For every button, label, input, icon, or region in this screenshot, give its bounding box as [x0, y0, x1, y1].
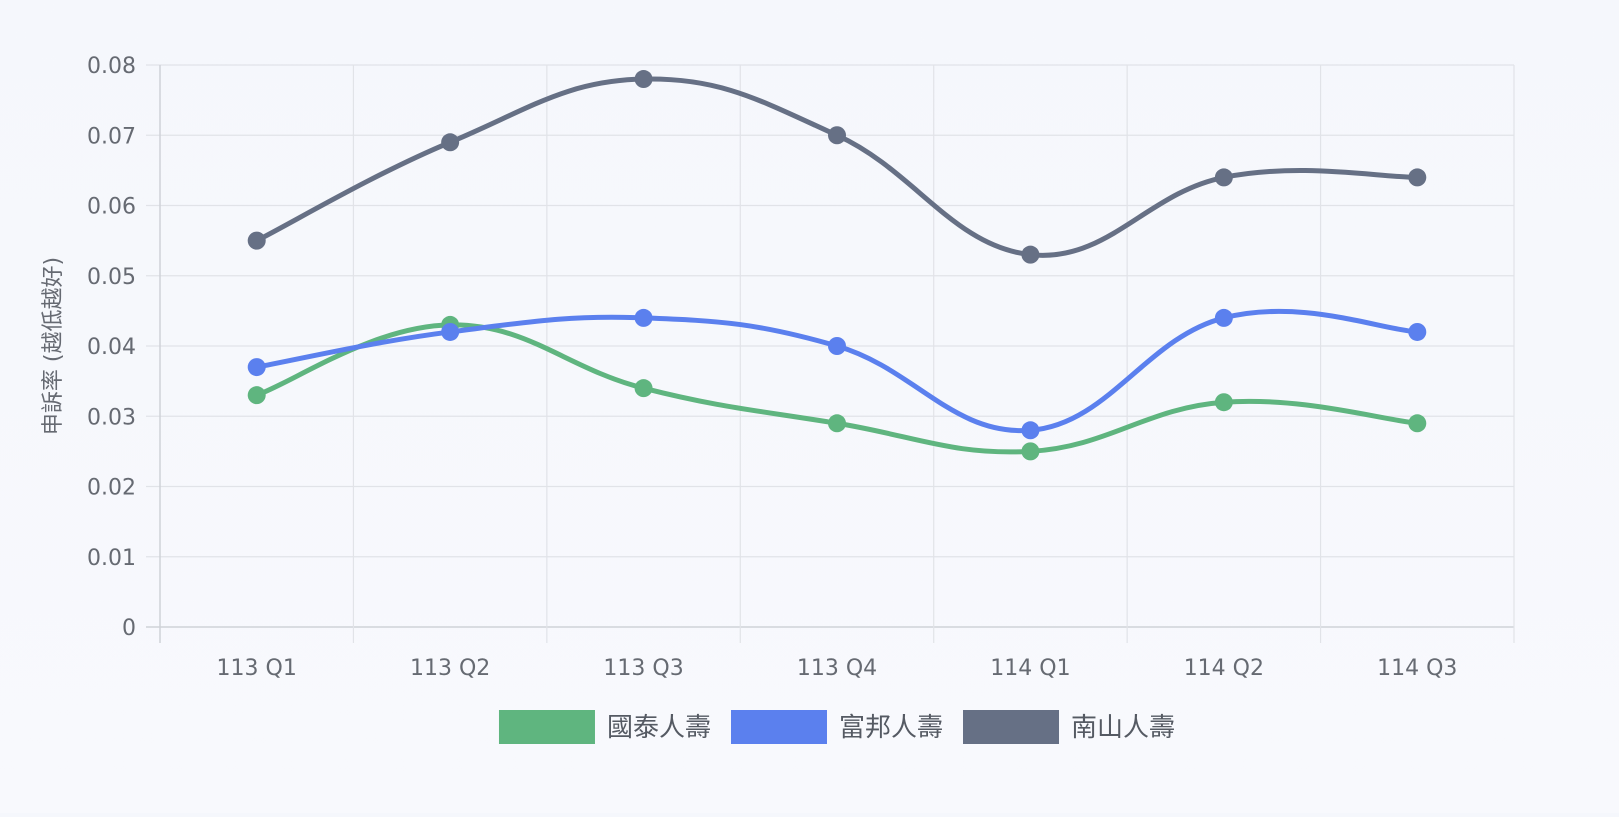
- legend-label: 國泰人壽: [607, 713, 711, 743]
- x-tick-label: 113 Q1: [217, 656, 297, 681]
- data-point[interactable]: [441, 322, 460, 341]
- y-tick-label: 0.06: [87, 195, 136, 220]
- data-point[interactable]: [1214, 168, 1233, 187]
- grid-layer: [146, 64, 1515, 643]
- legend-item[interactable]: 富邦人壽: [730, 710, 943, 744]
- data-point[interactable]: [441, 133, 460, 152]
- x-tick-label: 113 Q2: [410, 656, 490, 681]
- legend-swatch: [730, 710, 827, 744]
- data-point[interactable]: [1021, 442, 1040, 461]
- legend-swatch: [963, 710, 1060, 744]
- y-tick-label: 0.04: [87, 335, 136, 360]
- data-point[interactable]: [828, 337, 846, 355]
- series-layer: [247, 70, 1427, 461]
- series-2: [247, 308, 1427, 440]
- data-point[interactable]: [828, 126, 846, 145]
- data-point[interactable]: [247, 231, 266, 250]
- y-tick-label: 0.01: [87, 546, 136, 571]
- series-3: [247, 70, 1427, 264]
- y-tick-label: 0.03: [87, 405, 136, 430]
- y-tick-label: 0.02: [87, 476, 136, 501]
- x-tick-label: 114 Q1: [990, 656, 1070, 681]
- legend: 國泰人壽 富邦人壽 南山人壽: [498, 710, 1175, 744]
- legend-label: 南山人壽: [1071, 713, 1175, 743]
- legend-item[interactable]: 國泰人壽: [498, 710, 711, 744]
- data-point[interactable]: [247, 386, 266, 405]
- x-tick-label: 114 Q3: [1377, 656, 1457, 681]
- x-tick-label: 113 Q3: [603, 656, 683, 681]
- legend-item[interactable]: 南山人壽: [963, 710, 1175, 744]
- data-point[interactable]: [634, 308, 653, 327]
- legend-label: 富邦人壽: [839, 713, 943, 743]
- y-tick-label: 0.08: [87, 54, 136, 79]
- series-line: [254, 308, 1420, 434]
- data-point[interactable]: [634, 70, 653, 89]
- legend-swatch: [498, 710, 595, 744]
- data-point[interactable]: [1021, 421, 1040, 440]
- series-line: [254, 76, 1420, 258]
- data-point[interactable]: [1408, 414, 1427, 433]
- axis-layer: 0 0.01 0.02 0.03 0.04 0.05 0.06 0.07 0.08 113 Q1 1…: [87, 54, 1457, 681]
- y-axis-title: 申訴率 (越低越好): [41, 257, 66, 435]
- data-point[interactable]: [1021, 245, 1040, 264]
- x-tick-label: 113 Q4: [797, 656, 877, 681]
- data-point[interactable]: [1214, 393, 1233, 412]
- data-point[interactable]: [634, 379, 653, 398]
- data-point[interactable]: [1214, 308, 1233, 327]
- data-point[interactable]: [1408, 168, 1427, 187]
- data-point[interactable]: [247, 358, 266, 377]
- x-tick-label: 114 Q2: [1184, 656, 1264, 681]
- y-tick-label: 0.05: [87, 265, 136, 290]
- data-point[interactable]: [828, 414, 846, 433]
- y-tick-label: 0: [122, 616, 136, 641]
- y-tick-label: 0.07: [87, 124, 136, 149]
- data-point[interactable]: [1408, 322, 1427, 341]
